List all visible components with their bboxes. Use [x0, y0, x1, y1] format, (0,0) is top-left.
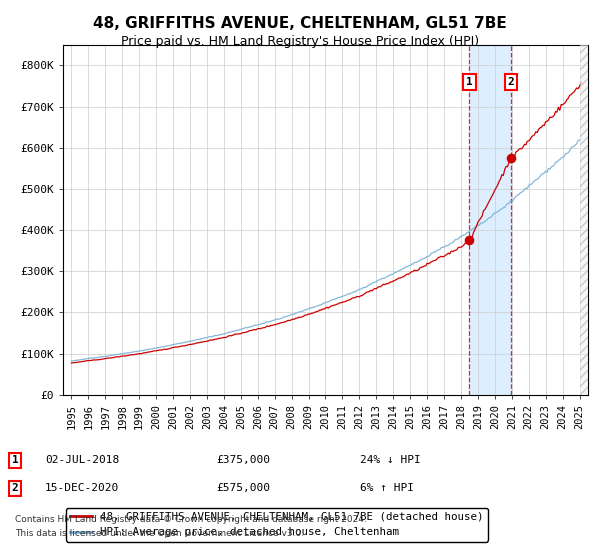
Text: Contains HM Land Registry data © Crown copyright and database right 2024.: Contains HM Land Registry data © Crown c… [15, 515, 367, 524]
Text: 15-DEC-2020: 15-DEC-2020 [45, 483, 119, 493]
Legend: 48, GRIFFITHS AVENUE, CHELTENHAM, GL51 7BE (detached house), HPI: Average price,: 48, GRIFFITHS AVENUE, CHELTENHAM, GL51 7… [66, 507, 488, 542]
Text: 1: 1 [466, 77, 473, 87]
Text: This data is licensed under the Open Government Licence v3.0.: This data is licensed under the Open Gov… [15, 529, 304, 538]
Text: Price paid vs. HM Land Registry's House Price Index (HPI): Price paid vs. HM Land Registry's House … [121, 35, 479, 48]
Bar [469, 45, 511, 395]
Text: 24% ↓ HPI: 24% ↓ HPI [360, 455, 421, 465]
Point [464, 236, 474, 245]
Text: 2: 2 [508, 77, 514, 87]
Point [506, 153, 516, 162]
Text: £375,000: £375,000 [216, 455, 270, 465]
Text: 48, GRIFFITHS AVENUE, CHELTENHAM, GL51 7BE: 48, GRIFFITHS AVENUE, CHELTENHAM, GL51 7… [93, 16, 507, 31]
Text: 6% ↑ HPI: 6% ↑ HPI [360, 483, 414, 493]
Bar [580, 24, 596, 395]
Text: 1: 1 [11, 455, 19, 465]
Text: 2: 2 [11, 483, 19, 493]
Text: 02-JUL-2018: 02-JUL-2018 [45, 455, 119, 465]
Text: £575,000: £575,000 [216, 483, 270, 493]
